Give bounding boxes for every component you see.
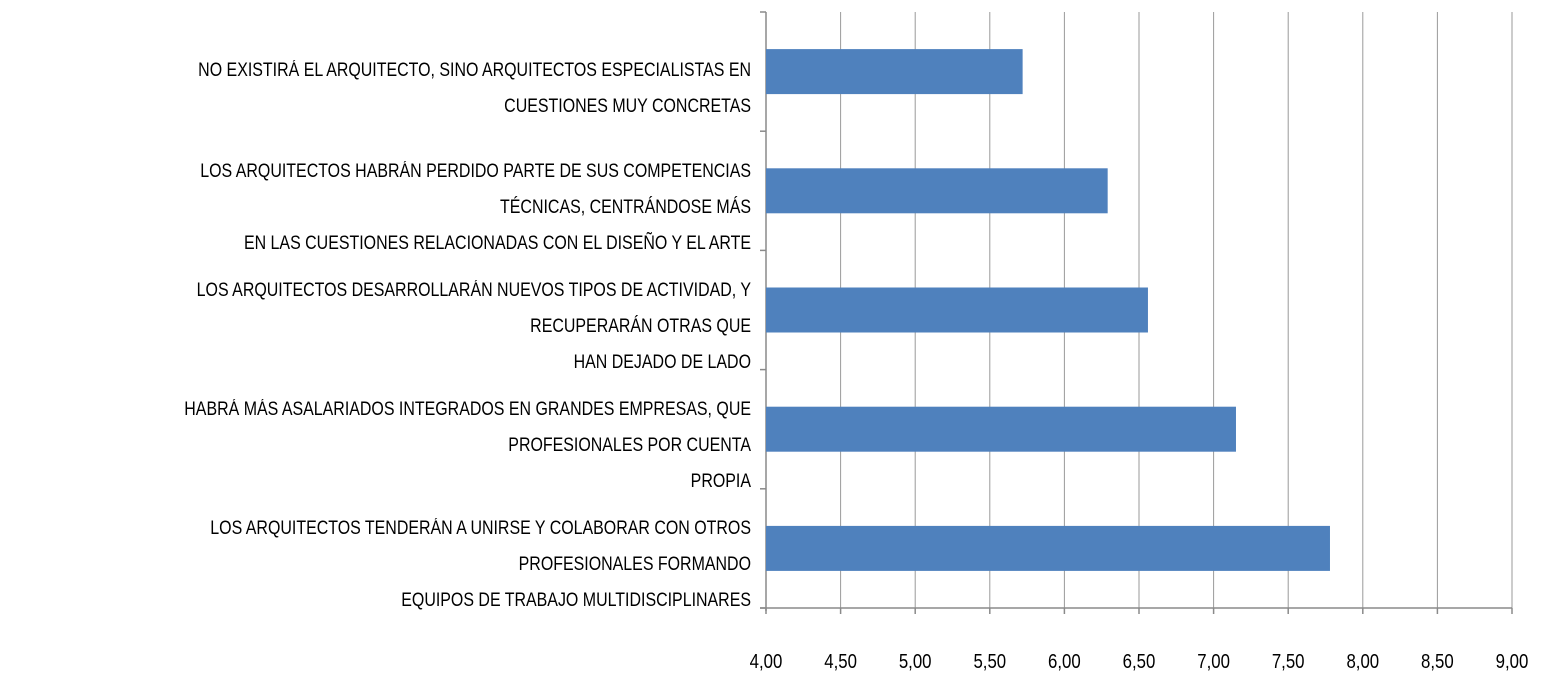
category-label: NO EXISTIRÁ EL ARQUITECTO, SINO ARQUITEC… xyxy=(117,53,751,125)
category-label-line: LOS ARQUITECTOS TENDERÁN A UNIRSE Y COLA… xyxy=(210,518,751,576)
bar xyxy=(766,287,1148,333)
category-label-line: LOS ARQUITECTOS HABRÁN PERDIDO PARTE DE … xyxy=(200,160,751,218)
x-tick-label: 8,00 xyxy=(1346,650,1379,673)
category-label-line: PROPIA xyxy=(690,471,751,493)
category-label-line: LOS ARQUITECTOS DESARROLLARÁN NUEVOS TIP… xyxy=(196,280,751,337)
x-tick-label: 8,50 xyxy=(1421,650,1454,673)
x-tick-label: 5,50 xyxy=(973,650,1006,673)
x-tick-label: 5,00 xyxy=(899,650,932,673)
x-tick-label: 6,50 xyxy=(1123,650,1156,673)
category-label: LOS ARQUITECTOS TENDERÁN A UNIRSE Y COLA… xyxy=(117,511,751,619)
category-label-line: HAN DEJADO DE LADO xyxy=(573,352,751,373)
x-tick-label: 9,00 xyxy=(1496,650,1529,673)
bar xyxy=(766,406,1236,452)
x-tick-label: 4,50 xyxy=(824,650,857,673)
category-label-line: HABRÁ MÁS ASALARIADOS INTEGRADOS EN GRAN… xyxy=(184,399,752,457)
x-tick-label: 4,00 xyxy=(750,650,783,673)
x-tick-label: 6,00 xyxy=(1048,650,1081,673)
bar xyxy=(766,49,1023,95)
category-label-line: NO EXISTIRÁ EL ARQUITECTO, SINO ARQUITEC… xyxy=(198,59,751,117)
category-label: LOS ARQUITECTOS DESARROLLARÁN NUEVOS TIP… xyxy=(117,273,751,381)
category-label: LOS ARQUITECTOS HABRÁN PERDIDO PARTE DE … xyxy=(117,154,751,262)
category-label: HABRÁ MÁS ASALARIADOS INTEGRADOS EN GRAN… xyxy=(117,392,751,500)
x-tick-label: 7,50 xyxy=(1272,650,1305,673)
category-label-line: EN LAS CUESTIONES RELACIONADAS CON EL DI… xyxy=(243,232,751,254)
category-label-line: EQUIPOS DE TRABAJO MULTIDISCIPLINARES xyxy=(401,590,751,612)
bar xyxy=(766,525,1330,571)
x-tick-label: 7,00 xyxy=(1197,650,1230,673)
bar xyxy=(766,168,1108,214)
